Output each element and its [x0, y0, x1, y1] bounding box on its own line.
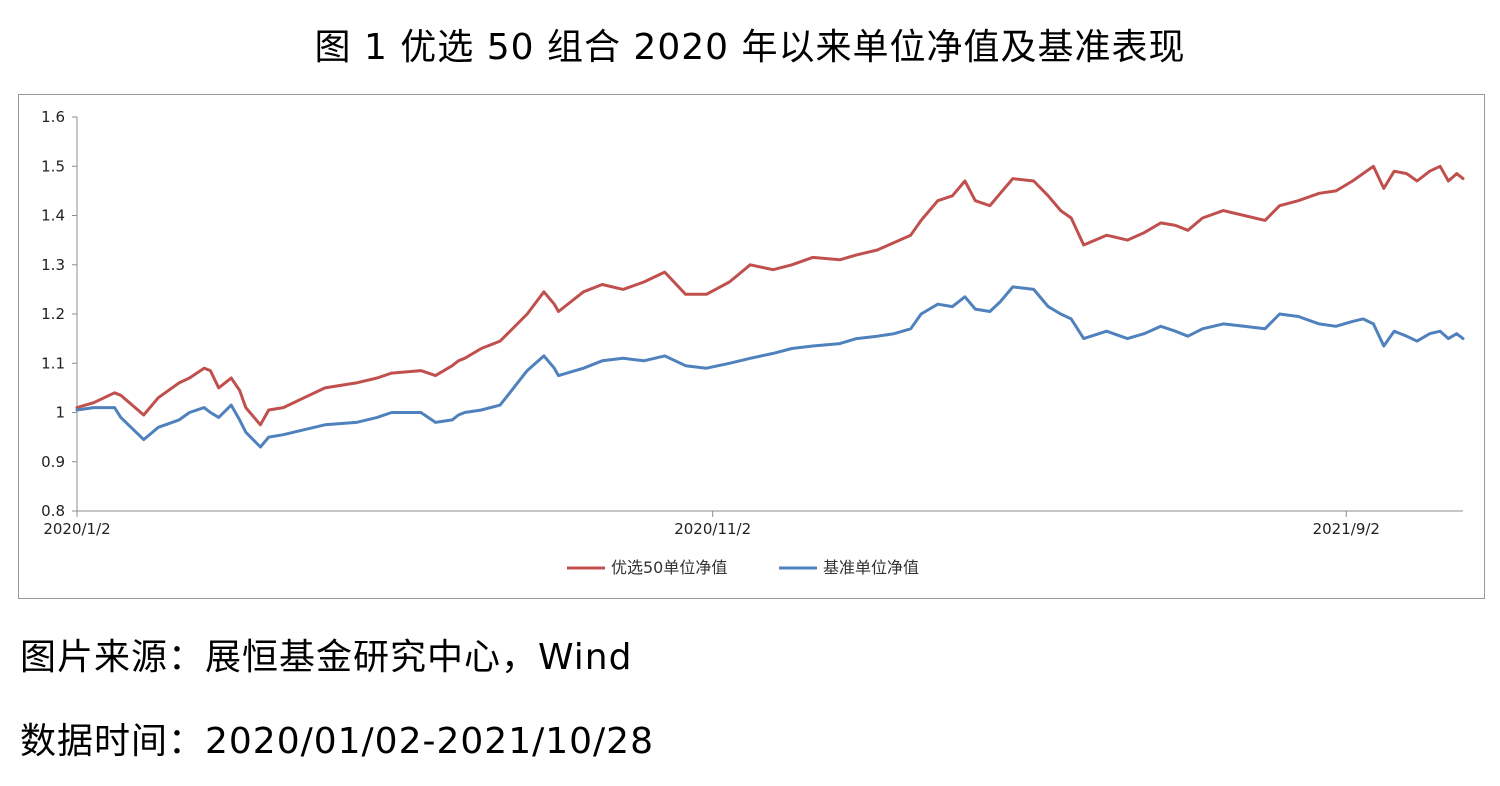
- legend-label-2: 基准单位净值: [823, 558, 919, 577]
- y-tick-label: 1.6: [41, 108, 65, 126]
- x-tick-label: 2021/9/2: [1313, 520, 1380, 538]
- series-lines: [75, 164, 1465, 449]
- chart-frame: 0.8 0.9 1 1.1 1.2 1.3 1.4 1.5 1.6 2020/1/2 2020/11…: [18, 94, 1485, 599]
- series-line-2: [75, 285, 1465, 449]
- axes: 0.8 0.9 1 1.1 1.2 1.3 1.4 1.5 1.6 2020/1/2 2020/11…: [41, 108, 1463, 538]
- legend: 优选50单位净值 基准单位净值: [567, 558, 919, 577]
- series-line-1: [75, 164, 1465, 427]
- line-chart: 0.8 0.9 1 1.1 1.2 1.3 1.4 1.5 1.6 2020/1/2 2020/11…: [41, 108, 1465, 577]
- y-tick-label: 0.8: [41, 502, 65, 520]
- data-period-note: 数据时间：2020/01/02-2021/10/28: [20, 721, 654, 762]
- y-tick-label: 1.4: [41, 207, 65, 225]
- y-tick-label: 1.5: [41, 157, 65, 175]
- x-tick-label: 2020/1/2: [43, 520, 110, 538]
- source-note: 图片来源：展恒基金研究中心，Wind: [20, 637, 633, 678]
- chart-title: 图 1 优选 50 组合 2020 年以来单位净值及基准表现: [314, 27, 1186, 68]
- x-tick-label: 2020/11/2: [674, 520, 751, 538]
- y-tick-label: 1.1: [41, 354, 65, 372]
- y-tick-label: 1.2: [41, 305, 65, 323]
- y-tick-label: 1: [55, 404, 65, 422]
- legend-label-1: 优选50单位净值: [611, 558, 727, 577]
- y-tick-label: 0.9: [41, 453, 65, 471]
- y-tick-label: 1.3: [41, 256, 65, 274]
